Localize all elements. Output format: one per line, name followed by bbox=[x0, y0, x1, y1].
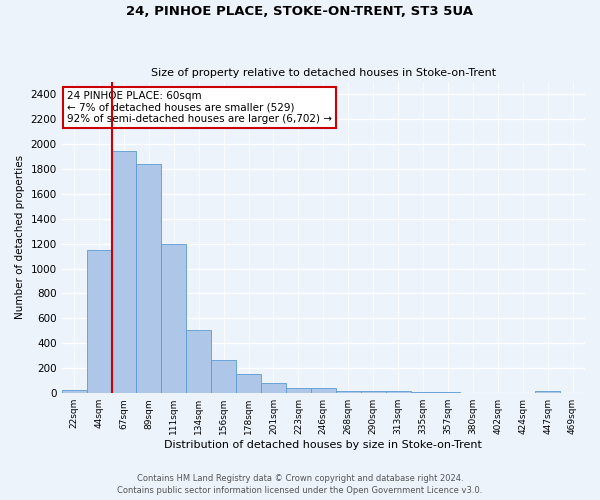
Bar bbox=[436, 392, 460, 393]
Bar bbox=[186, 330, 211, 393]
Bar bbox=[261, 383, 286, 393]
Bar bbox=[311, 388, 336, 393]
Bar bbox=[161, 244, 186, 393]
Title: Size of property relative to detached houses in Stoke-on-Trent: Size of property relative to detached ho… bbox=[151, 68, 496, 78]
Bar bbox=[236, 374, 261, 393]
Text: 24, PINHOE PLACE, STOKE-ON-TRENT, ST3 5UA: 24, PINHOE PLACE, STOKE-ON-TRENT, ST3 5U… bbox=[127, 5, 473, 18]
Bar bbox=[386, 392, 410, 393]
Bar bbox=[361, 390, 386, 393]
Text: 24 PINHOE PLACE: 60sqm
← 7% of detached houses are smaller (529)
92% of semi-det: 24 PINHOE PLACE: 60sqm ← 7% of detached … bbox=[67, 91, 332, 124]
Y-axis label: Number of detached properties: Number of detached properties bbox=[15, 156, 25, 320]
Bar bbox=[535, 391, 560, 393]
X-axis label: Distribution of detached houses by size in Stoke-on-Trent: Distribution of detached houses by size … bbox=[164, 440, 482, 450]
Bar bbox=[112, 152, 136, 393]
Bar bbox=[336, 391, 361, 393]
Bar bbox=[136, 164, 161, 393]
Bar bbox=[410, 392, 436, 393]
Bar bbox=[86, 250, 112, 393]
Bar bbox=[460, 392, 485, 393]
Bar bbox=[62, 390, 86, 393]
Bar bbox=[211, 360, 236, 393]
Bar bbox=[286, 388, 311, 393]
Bar bbox=[485, 392, 510, 393]
Text: Contains HM Land Registry data © Crown copyright and database right 2024.
Contai: Contains HM Land Registry data © Crown c… bbox=[118, 474, 482, 495]
